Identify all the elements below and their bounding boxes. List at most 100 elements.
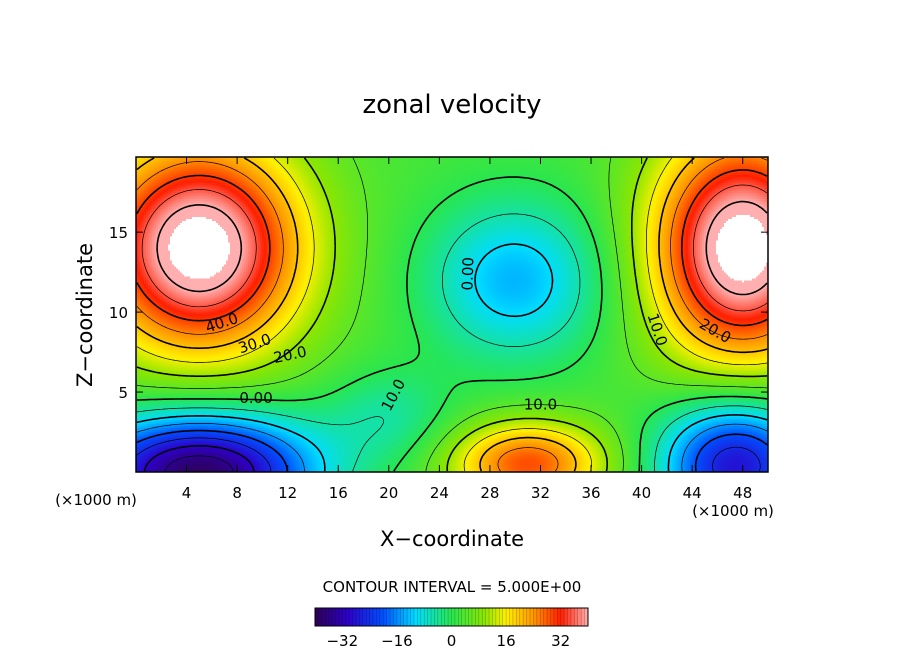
colorbar-cell bbox=[574, 608, 579, 626]
colorbar-tick-label: 32 bbox=[551, 632, 570, 650]
contour-line-level-35 bbox=[141, 184, 768, 312]
colorbar-cell bbox=[328, 608, 333, 626]
colorbar-cell bbox=[400, 608, 405, 626]
colorbar-cell bbox=[369, 608, 374, 626]
x-tick-label: 8 bbox=[232, 484, 242, 502]
colorbar-cell bbox=[560, 608, 565, 626]
colorbar-cell bbox=[454, 608, 459, 626]
colorbar-cell bbox=[410, 608, 415, 626]
colorbar-cell bbox=[529, 608, 534, 626]
y-axis-ticks: 5 10 15 bbox=[109, 224, 768, 402]
colorbar-cell bbox=[342, 608, 347, 626]
colorbar-cell bbox=[557, 608, 562, 626]
contour-label: 0.00 bbox=[239, 389, 272, 407]
colorbar-cell bbox=[413, 608, 418, 626]
y-axis-label: Z−coordinate bbox=[73, 243, 97, 387]
colorbar-cell bbox=[570, 608, 575, 626]
colorbar-cell bbox=[506, 608, 510, 626]
chart-title: zonal velocity bbox=[362, 90, 541, 120]
colorbar-cell bbox=[359, 608, 364, 626]
colorbar-tick-label: −32 bbox=[326, 632, 358, 650]
colorbar-cell bbox=[424, 608, 429, 626]
colorbar-cell bbox=[441, 608, 446, 626]
colorbar-cell bbox=[547, 608, 551, 626]
colorbar-tick-labels: −32 −16 0 16 32 bbox=[326, 632, 570, 650]
colorbar-cell bbox=[519, 608, 524, 626]
colorbar-cell bbox=[379, 608, 384, 626]
colorbar-cell bbox=[471, 608, 476, 626]
colorbar-cell bbox=[386, 608, 391, 626]
colorbar-cell bbox=[495, 608, 500, 626]
colorbar-cell bbox=[431, 608, 435, 626]
colorbar-cell bbox=[335, 608, 340, 626]
contour-line-level-neg15 bbox=[136, 423, 768, 472]
colorbar-cell bbox=[564, 608, 568, 626]
contour-line-level-neg30 bbox=[143, 445, 255, 472]
colorbar-cell bbox=[482, 608, 487, 626]
contour-line-level-neg20 bbox=[136, 429, 768, 472]
x-tick-label: 16 bbox=[329, 484, 348, 502]
colorbar-cell bbox=[444, 608, 449, 626]
colorbar-cell bbox=[427, 608, 432, 626]
colorbar-cell bbox=[550, 608, 555, 626]
colorbar-cell bbox=[315, 608, 319, 626]
x-tick-label: 40 bbox=[632, 484, 651, 502]
colorbar-cell bbox=[390, 608, 394, 626]
colorbar-cell bbox=[451, 608, 456, 626]
colorbar-cell bbox=[345, 608, 350, 626]
x-tick-label: 48 bbox=[733, 484, 752, 502]
colorbar-cell bbox=[458, 608, 463, 626]
y-tick-label: 10 bbox=[109, 304, 128, 322]
colorbar-cell bbox=[355, 608, 360, 626]
colorbar-cell bbox=[352, 608, 357, 626]
contour-line-level-neg25 bbox=[136, 437, 761, 472]
colorbar-cell bbox=[338, 608, 343, 626]
colorbar-cell bbox=[533, 608, 538, 626]
colorbar-cell bbox=[502, 608, 507, 626]
colorbar-cell bbox=[485, 608, 490, 626]
colorbar-cell bbox=[434, 608, 439, 626]
colorbar-cell bbox=[478, 608, 483, 626]
colorbar-cell bbox=[516, 608, 521, 626]
x-tick-label: 20 bbox=[379, 484, 398, 502]
colorbar-cell bbox=[465, 608, 469, 626]
contour-line-level-neg5 bbox=[136, 213, 768, 472]
colorbar-cell bbox=[536, 608, 541, 626]
colorbar-cell bbox=[373, 608, 377, 626]
colorbar-cell bbox=[581, 608, 585, 626]
contour-line-level-neg35 bbox=[164, 455, 234, 472]
contour-line-level-neg10 bbox=[136, 243, 768, 472]
colorbar-cell bbox=[321, 608, 326, 626]
contour-line-level-25 bbox=[136, 157, 768, 472]
x-tick-label: 44 bbox=[683, 484, 702, 502]
contour-line-level-30 bbox=[136, 169, 768, 327]
colorbar-cell bbox=[396, 608, 401, 626]
colorbar-cell bbox=[325, 608, 330, 626]
colorbar-cell bbox=[362, 608, 367, 626]
colorbar-cell bbox=[393, 608, 398, 626]
colorbar-cell bbox=[540, 608, 545, 626]
x-axis-label: X−coordinate bbox=[380, 527, 524, 551]
colorbar-cell bbox=[417, 608, 422, 626]
colorbar: −32 −16 0 16 32 bbox=[314, 607, 589, 650]
y-tick-label: 15 bbox=[109, 224, 128, 242]
contour-line-level-0 bbox=[136, 176, 768, 472]
contour-interval-label: CONTOUR INTERVAL = 5.000E+00 bbox=[323, 578, 582, 596]
x-tick-label: 32 bbox=[531, 484, 550, 502]
colorbar-cell bbox=[332, 608, 336, 626]
contour-line-level-5 bbox=[136, 157, 768, 472]
colorbar-cell bbox=[475, 608, 480, 626]
colorbar-cell bbox=[512, 608, 517, 626]
colorbar-frame bbox=[314, 607, 589, 627]
colorbar-cell bbox=[461, 608, 466, 626]
x-tick-label: 28 bbox=[480, 484, 499, 502]
colorbar-cell bbox=[403, 608, 408, 626]
colorbar-cell bbox=[584, 608, 589, 626]
colorbar-cell bbox=[543, 608, 548, 626]
colorbar-tick-label: −16 bbox=[381, 632, 413, 650]
contour-lines bbox=[136, 157, 768, 472]
colorbar-cell bbox=[492, 608, 497, 626]
contour-line-level-20 bbox=[136, 157, 768, 472]
